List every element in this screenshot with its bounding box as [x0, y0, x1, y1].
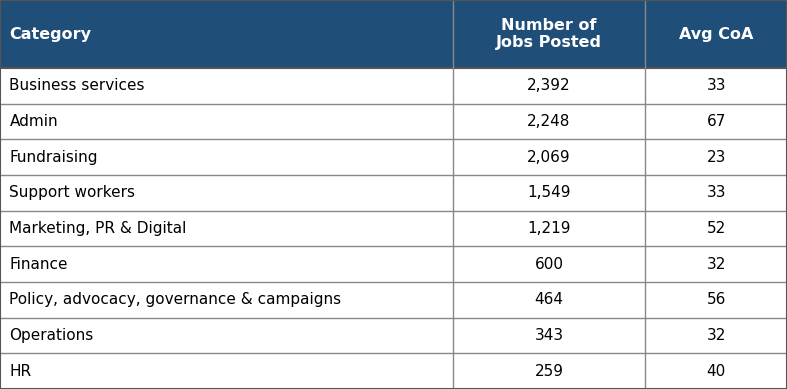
Text: Number of
Jobs Posted: Number of Jobs Posted: [496, 18, 602, 50]
Text: Fundraising: Fundraising: [9, 150, 98, 165]
Text: 32: 32: [707, 257, 726, 272]
Text: Marketing, PR & Digital: Marketing, PR & Digital: [9, 221, 187, 236]
Text: Admin: Admin: [9, 114, 58, 129]
Bar: [0, 104, 787, 139]
Text: 40: 40: [707, 364, 726, 378]
Text: 23: 23: [707, 150, 726, 165]
Text: 2,392: 2,392: [527, 79, 571, 93]
Text: 67: 67: [707, 114, 726, 129]
Text: 464: 464: [534, 293, 563, 307]
Text: Avg CoA: Avg CoA: [679, 26, 753, 42]
Text: 2,248: 2,248: [527, 114, 571, 129]
Bar: [0, 175, 787, 211]
Text: Policy, advocacy, governance & campaigns: Policy, advocacy, governance & campaigns: [9, 293, 342, 307]
Text: 1,549: 1,549: [527, 186, 571, 200]
Text: Business services: Business services: [9, 79, 145, 93]
Bar: [0, 68, 787, 104]
Bar: [0, 282, 787, 318]
Text: Support workers: Support workers: [9, 186, 135, 200]
Text: 32: 32: [707, 328, 726, 343]
Text: 33: 33: [707, 186, 726, 200]
Bar: [0, 246, 787, 282]
Text: 343: 343: [534, 328, 563, 343]
Text: Category: Category: [9, 26, 91, 42]
Bar: [0, 353, 787, 389]
Text: 2,069: 2,069: [527, 150, 571, 165]
Text: 33: 33: [707, 79, 726, 93]
Text: 56: 56: [707, 293, 726, 307]
Bar: [0, 318, 787, 353]
Bar: [0, 0, 787, 68]
Bar: [0, 211, 787, 246]
Text: HR: HR: [9, 364, 31, 378]
Text: Operations: Operations: [9, 328, 94, 343]
Text: 1,219: 1,219: [527, 221, 571, 236]
Text: 600: 600: [534, 257, 563, 272]
Text: 52: 52: [707, 221, 726, 236]
Text: 259: 259: [534, 364, 563, 378]
Bar: [0, 139, 787, 175]
Text: Finance: Finance: [9, 257, 68, 272]
